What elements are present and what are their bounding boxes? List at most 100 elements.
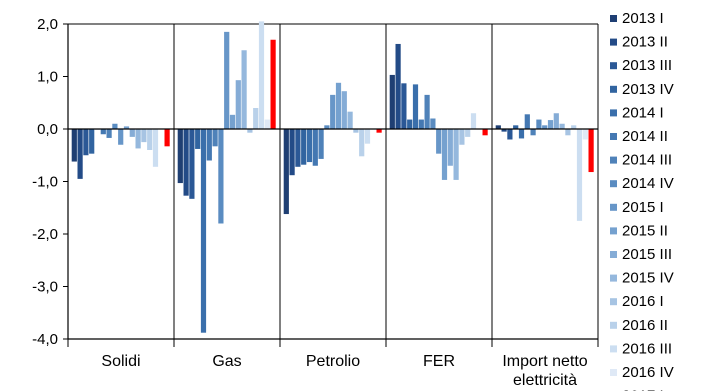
legend-item: 2013 III xyxy=(610,57,672,74)
bar xyxy=(436,129,442,154)
bar xyxy=(106,129,112,138)
bar xyxy=(359,129,365,157)
bar xyxy=(306,129,313,163)
category-label: Gas xyxy=(212,353,241,370)
legend-label: 2013 III xyxy=(622,57,672,74)
bar xyxy=(218,129,224,224)
bar xyxy=(83,129,89,156)
legend-swatch xyxy=(610,85,617,93)
bar xyxy=(71,129,77,162)
legend-label: 2016 III xyxy=(622,340,672,357)
legend-item: 2015 IV xyxy=(610,270,674,287)
bar xyxy=(542,125,548,129)
legend-label: 2014 II xyxy=(622,128,668,145)
legend-swatch xyxy=(610,345,617,353)
bar xyxy=(576,129,583,221)
legend-label: 2015 I xyxy=(622,199,664,216)
bar xyxy=(453,129,459,180)
legend-swatch xyxy=(610,133,617,140)
bar xyxy=(418,119,424,129)
bar xyxy=(495,125,501,129)
legend-swatch xyxy=(610,203,617,211)
bar xyxy=(430,118,436,129)
bar xyxy=(395,43,401,130)
category-label: Import netto elettricità xyxy=(502,353,587,389)
bar xyxy=(118,129,124,145)
bar xyxy=(547,120,554,129)
legend-item: 2016 IV xyxy=(610,364,674,381)
bar xyxy=(295,129,301,167)
bar xyxy=(100,129,106,135)
bar xyxy=(123,126,130,130)
legend-item: 2014 III xyxy=(610,152,672,169)
category-label: Solidi xyxy=(101,353,140,370)
bar xyxy=(330,94,336,130)
bar xyxy=(270,39,276,129)
legend-swatch xyxy=(610,369,617,376)
bar xyxy=(353,129,359,133)
bar xyxy=(301,129,307,165)
legend-item: 2014 IV xyxy=(610,175,674,192)
category-label: Petrolio xyxy=(306,353,360,370)
bar xyxy=(212,129,218,147)
bar xyxy=(147,129,153,150)
bar xyxy=(507,129,513,140)
legend-label: 2013 I xyxy=(622,10,664,27)
bar xyxy=(536,119,542,129)
bar xyxy=(559,123,565,129)
bar xyxy=(164,129,170,147)
bar xyxy=(341,91,347,129)
bar xyxy=(389,74,395,129)
bar xyxy=(241,50,247,129)
bar xyxy=(465,129,471,137)
legend-swatch xyxy=(610,156,617,164)
bar xyxy=(264,119,270,129)
legend-item: 2013 II xyxy=(610,34,668,51)
legend-item: 2014 I xyxy=(610,104,664,121)
bar xyxy=(89,129,95,154)
bar xyxy=(482,129,488,136)
legend-item: 2017 I xyxy=(622,388,664,391)
bar xyxy=(224,31,230,129)
bar xyxy=(141,129,147,143)
bar xyxy=(347,111,353,129)
legend-swatch xyxy=(610,227,617,235)
bar xyxy=(77,129,83,179)
x-axis xyxy=(68,128,598,340)
bar xyxy=(470,113,477,129)
category-label-line: Gas xyxy=(212,353,241,370)
bar xyxy=(129,129,135,137)
bar xyxy=(189,129,195,199)
category-label-line: FER xyxy=(423,353,455,370)
legend-item: 2015 III xyxy=(610,246,672,263)
legend-swatch xyxy=(610,15,617,22)
bar xyxy=(318,129,324,159)
legend-label: 2014 I xyxy=(622,104,664,121)
legend-swatch xyxy=(610,251,617,258)
legend-swatch xyxy=(610,109,617,117)
legend-label: 2017 I xyxy=(622,388,664,391)
legend-label: 2014 III xyxy=(622,152,672,169)
legend-item: 2013 IV xyxy=(610,81,674,98)
bar xyxy=(553,113,559,129)
y-axis: 2,0 1,0 0,0 -1,0 -2,0 -3,0 -4,0 xyxy=(32,16,69,348)
bar xyxy=(441,129,448,180)
bar xyxy=(401,83,407,129)
legend: 2013 I 2013 II 2013 III 2013 IV 2014 I 2014 I… xyxy=(610,10,674,391)
bar xyxy=(135,129,141,149)
legend-label: 2015 II xyxy=(622,222,668,239)
legend-label: 2016 IV xyxy=(622,364,674,381)
category-separators xyxy=(67,23,599,347)
legend-item: 2015 I xyxy=(610,199,664,216)
bar xyxy=(283,129,289,215)
category-label-line: Solidi xyxy=(101,353,140,370)
legend-swatch xyxy=(610,274,617,282)
legend-item: 2016 III xyxy=(610,340,672,357)
bar xyxy=(364,129,371,144)
bar xyxy=(200,129,207,333)
legend-item: 2015 II xyxy=(610,222,668,239)
y-tick-label: 2,0 xyxy=(37,16,58,33)
legend-swatch xyxy=(610,321,617,329)
legend-label: 2014 IV xyxy=(622,175,674,192)
bar xyxy=(247,129,253,133)
